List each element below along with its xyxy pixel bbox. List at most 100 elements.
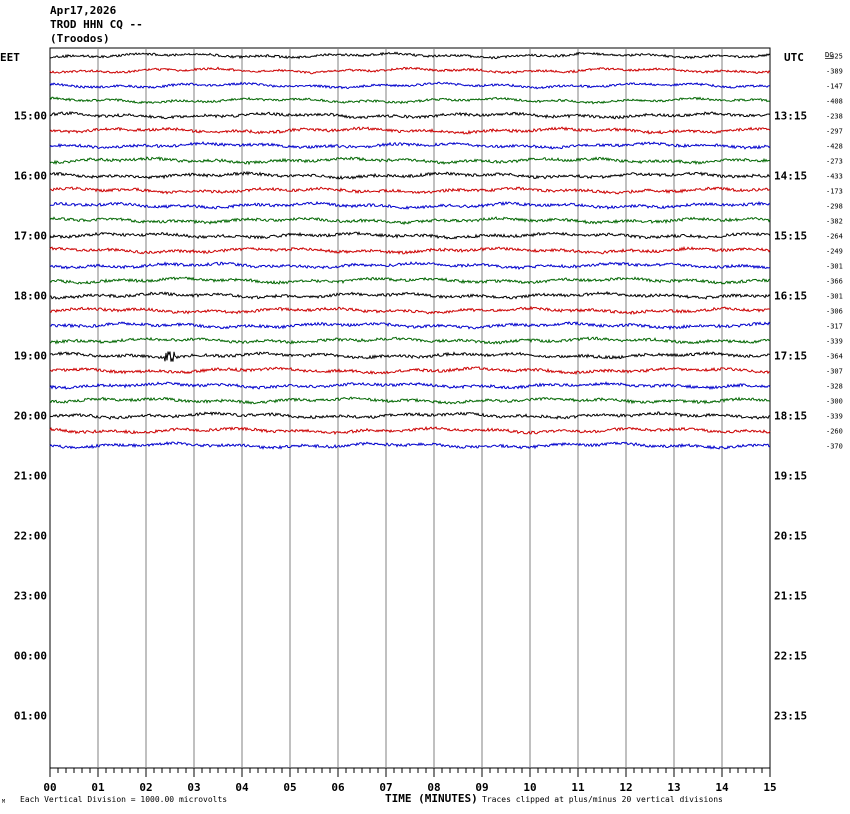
trace-row-1 bbox=[49, 51, 771, 60]
x-tick-label: 04 bbox=[235, 781, 249, 794]
dc-offset-value: -433 bbox=[826, 173, 843, 181]
dc-offset-header: DC bbox=[825, 51, 833, 59]
trace-row-10 bbox=[49, 186, 771, 195]
right-hour-label: 16:15 bbox=[774, 290, 807, 303]
dc-offset-value: -366 bbox=[826, 278, 843, 286]
x-tick-label: 13 bbox=[667, 781, 680, 794]
x-tick-label: 11 bbox=[571, 781, 585, 794]
trace-row-11 bbox=[49, 200, 771, 210]
axis-labels: 00 01 02 03 04 05 06 07 08 09 10 11 12 13 14 15 15:00 16:… bbox=[14, 53, 843, 795]
x-tick-label: 15 bbox=[763, 781, 776, 794]
right-hour-label: 14:15 bbox=[774, 170, 807, 183]
trace-row-8 bbox=[49, 156, 771, 166]
trace-row-12 bbox=[49, 216, 771, 226]
trace-row-16 bbox=[49, 276, 771, 285]
trace-row-21 bbox=[49, 350, 771, 362]
dc-offset-value: -301 bbox=[826, 263, 843, 271]
trace-row-15 bbox=[49, 261, 771, 270]
trace-row-22 bbox=[49, 366, 771, 376]
trace-row-9 bbox=[49, 170, 771, 180]
x-tick-label: 06 bbox=[331, 781, 345, 794]
trace-row-24 bbox=[49, 396, 771, 405]
trace-row-14 bbox=[49, 246, 771, 255]
right-hour-label: 15:15 bbox=[774, 230, 807, 243]
trace-row-7 bbox=[49, 141, 771, 150]
dc-offset-value: -307 bbox=[826, 368, 843, 376]
trace-row-4 bbox=[49, 96, 771, 105]
trace-row-6 bbox=[49, 126, 771, 135]
x-tick-label: 05 bbox=[283, 781, 296, 794]
trace-row-23 bbox=[49, 381, 771, 391]
dc-offset-value: -317 bbox=[826, 323, 843, 331]
left-hour-label: 19:00 bbox=[14, 350, 47, 363]
x-tick-label: 10 bbox=[523, 781, 536, 794]
left-hour-label: 18:00 bbox=[14, 290, 47, 303]
left-hour-label: 21:00 bbox=[14, 470, 47, 483]
corner-mark: M bbox=[2, 799, 5, 805]
trace-row-25 bbox=[49, 411, 771, 420]
dc-offset-value: -301 bbox=[826, 293, 843, 301]
dc-offset-value: -147 bbox=[826, 83, 843, 91]
x-axis-title: TIME (MINUTES) bbox=[385, 792, 478, 805]
left-timezone-label: EET bbox=[0, 51, 20, 64]
clip-note: Traces clipped at plus/minus 20 vertical… bbox=[482, 795, 723, 804]
scale-note: Each Vertical Division = 1000.00 microvo… bbox=[20, 795, 227, 804]
dc-offset-value: -389 bbox=[826, 68, 843, 76]
dc-offset-value: -264 bbox=[826, 233, 843, 241]
right-hour-label: 18:15 bbox=[774, 410, 807, 423]
left-hour-label: 15:00 bbox=[14, 110, 47, 123]
station-location: (Troodos) bbox=[50, 32, 110, 45]
dc-offset-value: -339 bbox=[826, 338, 843, 346]
dc-offset-value: -364 bbox=[826, 353, 843, 361]
dc-offset-value: -298 bbox=[826, 203, 843, 211]
x-tick-label: 01 bbox=[91, 781, 105, 794]
x-tick-label: 14 bbox=[715, 781, 729, 794]
left-hour-label: 16:00 bbox=[14, 170, 47, 183]
trace-row-26 bbox=[49, 426, 771, 436]
left-hour-label: 23:00 bbox=[14, 590, 47, 603]
dc-offset-value: -408 bbox=[826, 98, 843, 106]
plot-date: Apr17,2026 bbox=[50, 4, 117, 17]
trace-row-27 bbox=[49, 441, 771, 450]
dc-offset-value: -260 bbox=[826, 428, 843, 436]
right-hour-label: 20:15 bbox=[774, 530, 807, 543]
x-tick-label: 12 bbox=[619, 781, 632, 794]
x-tick-label: 07 bbox=[379, 781, 392, 794]
trace-row-17 bbox=[49, 290, 771, 300]
dc-offset-value: -328 bbox=[826, 383, 843, 391]
dc-offset-value: -173 bbox=[826, 188, 843, 196]
right-hour-label: 17:15 bbox=[774, 350, 807, 363]
dc-offset-value: -249 bbox=[826, 248, 843, 256]
x-tick-label: 00 bbox=[43, 781, 56, 794]
right-hour-label: 23:15 bbox=[774, 710, 807, 723]
trace-row-5 bbox=[49, 110, 771, 120]
right-timezone-label: UTC bbox=[784, 51, 804, 64]
plot-frame bbox=[49, 47, 771, 769]
left-hour-label: 01:00 bbox=[14, 710, 47, 723]
dc-offset-value: -306 bbox=[826, 308, 843, 316]
dc-offset-value: -425 bbox=[826, 53, 843, 61]
trace-row-3 bbox=[49, 81, 771, 90]
trace-row-20 bbox=[49, 336, 771, 345]
dc-offset-value: -382 bbox=[826, 218, 843, 226]
trace-row-18 bbox=[49, 305, 771, 316]
trace-row-2 bbox=[49, 66, 771, 75]
right-hour-label: 22:15 bbox=[774, 650, 807, 663]
dc-offset-value: -297 bbox=[826, 128, 843, 136]
x-tick-label: 03 bbox=[187, 781, 200, 794]
left-hour-label: 20:00 bbox=[14, 410, 47, 423]
dc-offset-value: -300 bbox=[826, 398, 843, 406]
station-code: TROD HHN CQ -- bbox=[50, 18, 143, 31]
dc-offset-value: -370 bbox=[826, 443, 843, 451]
right-hour-label: 13:15 bbox=[774, 110, 807, 123]
x-tick-label: 08 bbox=[427, 781, 440, 794]
minute-grid bbox=[49, 47, 771, 777]
x-tick-label: 09 bbox=[475, 781, 488, 794]
dc-offset-value: -428 bbox=[826, 143, 843, 151]
dc-offset-value: -238 bbox=[826, 113, 843, 121]
right-hour-label: 21:15 bbox=[774, 590, 807, 603]
trace-row-19 bbox=[49, 321, 771, 331]
dc-offset-value: -339 bbox=[826, 413, 843, 421]
left-hour-label: 17:00 bbox=[14, 230, 47, 243]
